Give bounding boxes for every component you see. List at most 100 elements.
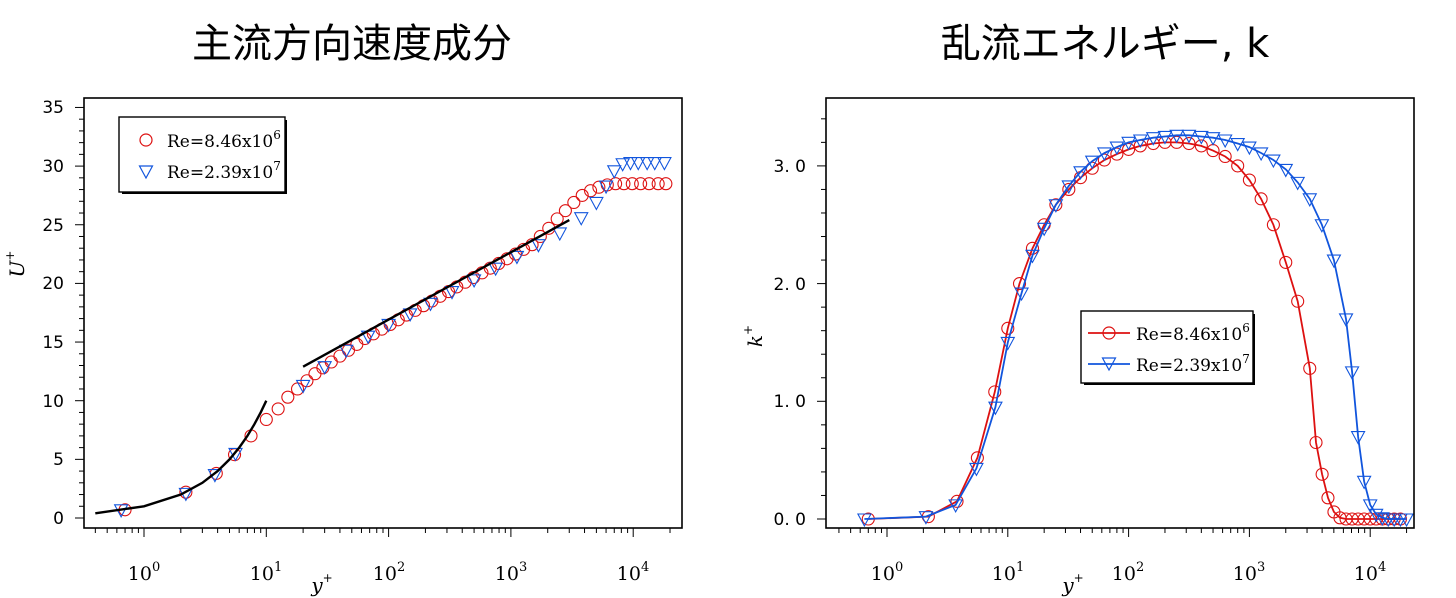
- right-legend-label: Re=8.46x106: [1136, 321, 1250, 345]
- triangle-point: [988, 401, 1003, 416]
- left-x-tick-labels: 100 101 102 103 104: [128, 560, 649, 585]
- triangle-point: [1350, 431, 1366, 445]
- left-ytick-label: 20: [42, 274, 64, 294]
- triangle-point: [1399, 513, 1414, 528]
- circle-point: [642, 177, 656, 191]
- triangle-point: [1326, 254, 1342, 269]
- triangle-point: [639, 157, 655, 171]
- triangle-point: [1362, 499, 1378, 514]
- left-xtick-label: 100: [128, 560, 160, 585]
- left-chart-title: 主流方向速度成分: [192, 21, 512, 67]
- right-legend-triangle-marker: [1101, 357, 1117, 372]
- circle-point: [1266, 218, 1280, 232]
- triangle-point: [588, 196, 604, 211]
- triangle-point: [423, 297, 438, 312]
- triangle-point: [1253, 147, 1269, 162]
- left-legend-label: Re=2.39x107: [167, 159, 281, 183]
- circle-point: [567, 195, 581, 210]
- circle-point: [179, 485, 193, 499]
- triangle-point: [1132, 134, 1148, 149]
- triangle-point: [444, 286, 460, 300]
- circle-point: [1122, 142, 1136, 156]
- right-y-tick-labels: 0. 0 1. 0 2. 0 3. 0: [774, 157, 806, 530]
- left-plot-frame: [83, 97, 683, 529]
- right-xtick-label: 102: [1112, 560, 1144, 585]
- triangle-point: [1073, 166, 1088, 180]
- triangle-point: [1157, 130, 1173, 145]
- circle-point: [625, 177, 639, 191]
- right-xtick-label: 101: [992, 560, 1024, 585]
- right-legend: Re=8.46x106 Re=2.39x107: [1080, 310, 1255, 385]
- triangle-point: [1036, 222, 1052, 237]
- circle-point: [1321, 491, 1335, 505]
- right-ytick-label: 0. 0: [774, 510, 806, 530]
- triangle-point: [606, 165, 622, 179]
- triangle-point: [1048, 199, 1064, 213]
- circle-point: [651, 177, 665, 191]
- fit-line: [302, 219, 570, 368]
- circle-point: [1062, 182, 1076, 196]
- right-legend-label: Re=2.39x107: [1136, 352, 1250, 376]
- triangle-point: [488, 262, 504, 277]
- left-ytick-label: 10: [42, 392, 64, 412]
- circle-point: [634, 177, 648, 191]
- right-x-axis-label: y+: [1061, 571, 1083, 597]
- triangle-point: [1290, 176, 1306, 191]
- triangle-point: [338, 344, 354, 359]
- left-xtick-label: 102: [373, 560, 405, 585]
- left-legend: Re=8.46x106 Re=2.39x107: [118, 116, 287, 194]
- left-ytick-label: 30: [42, 157, 64, 177]
- triangle-point: [948, 499, 964, 514]
- circle-point: [1001, 321, 1015, 335]
- right-ytick-label: 2. 0: [774, 275, 806, 295]
- left-axis-ticks: [75, 106, 671, 537]
- left-chart: 主流方向速度成分 0 5 10 15 20 25 30 35 100 101 1…: [3, 21, 683, 597]
- fit-line: [95, 400, 268, 515]
- right-ytick-label: 1. 0: [774, 392, 806, 412]
- left-ytick-label: 25: [42, 216, 64, 236]
- circle-point: [333, 349, 347, 363]
- right-ytick-label: 3. 0: [774, 157, 806, 177]
- right-chart-title: 乱流エネルギー, k: [941, 21, 1270, 67]
- triangle-point: [1302, 193, 1318, 208]
- left-legend-label: Re=8.46x106: [167, 128, 281, 152]
- left-xtick-label: 101: [250, 560, 282, 585]
- circle-point: [592, 180, 606, 194]
- left-xtick-label: 103: [495, 560, 527, 585]
- circle-point: [1182, 136, 1196, 151]
- triangle-point: [1181, 129, 1197, 144]
- circle-point: [308, 367, 322, 381]
- circle-point: [950, 494, 964, 508]
- left-legend-triangle-marker: [138, 165, 154, 180]
- right-legend-box: [1080, 310, 1254, 384]
- circle-point: [1279, 255, 1293, 269]
- left-legend-circle-marker: [139, 133, 153, 147]
- triangle-point: [1084, 155, 1100, 170]
- circle-point: [1315, 467, 1329, 481]
- right-chart: 乱流エネルギー, k 0. 0 1. 0 2. 0 3. 0 100 101 1…: [741, 21, 1415, 597]
- circle-point: [533, 229, 547, 244]
- triangle-point: [1014, 287, 1029, 302]
- triangle-point: [317, 361, 333, 375]
- circle-point: [575, 188, 589, 202]
- triangle-point: [969, 462, 984, 477]
- circle-point: [550, 212, 564, 226]
- triangle-point: [1356, 475, 1372, 490]
- circle-point: [281, 390, 295, 404]
- triangle-point: [552, 227, 568, 242]
- triangle-point: [1278, 163, 1294, 178]
- triangle-point: [647, 157, 663, 171]
- right-axis-ticks: [817, 118, 1408, 537]
- triangle-point: [1000, 336, 1016, 351]
- circle-point: [1231, 159, 1245, 173]
- left-y-axis-label: U+: [3, 251, 29, 278]
- left-xtick-label: 104: [617, 560, 649, 585]
- triangle-point: [1145, 132, 1161, 146]
- circle-point: [1309, 435, 1323, 450]
- triangle-point: [1338, 313, 1354, 328]
- circle-point: [1012, 277, 1027, 291]
- circle-point: [584, 184, 598, 198]
- triangle-point: [573, 212, 589, 226]
- triangle-point: [1109, 141, 1125, 156]
